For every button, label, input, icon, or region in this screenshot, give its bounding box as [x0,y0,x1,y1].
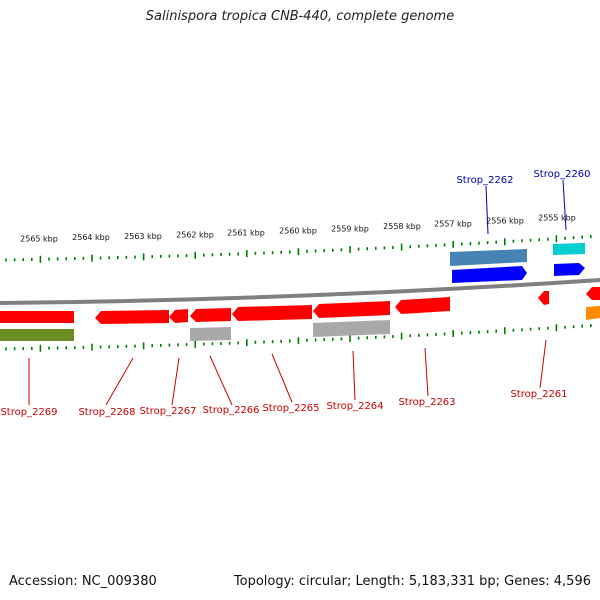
gene-strop-2262-arrow[interactable] [452,266,527,283]
accession-text: Accession: NC_009380 [9,574,157,589]
label-strop-2260: Strop_2260 [533,169,590,180]
gene-strop-2262-bar[interactable] [450,249,527,266]
genome-summary-text: Topology: circular; Length: 5,183,331 bp… [233,574,591,589]
genome-backbone [0,278,600,305]
scale-label: 2565 kbp [20,234,58,243]
kbp-scale: 2565 kbp 2564 kbp 2563 kbp 2562 kbp 2561 kbp… [20,214,576,244]
gene-strop-2268-arrow[interactable] [95,310,169,324]
label-strop-2262: Strop_2262 [456,175,513,186]
scale-label: 2561 kbp [227,229,265,238]
map-title: Salinispora tropica CNB-440, complete ge… [145,9,455,24]
gene-offscreen-feature[interactable] [586,306,600,320]
scale-label: 2559 kbp [331,225,369,234]
gene-strop-2261-arrow[interactable] [538,291,549,305]
scale-label: 2558 kbp [383,222,421,231]
lower-tick-row [5,324,592,352]
scale-label: 2563 kbp [124,232,162,241]
label-strop-2269: Strop_2269 [0,407,57,418]
gene-strop-2260-bar[interactable] [553,243,585,255]
gene-strop-2260-arrow[interactable] [554,263,585,276]
gene-strop-2269-arrow[interactable] [0,311,74,323]
scale-label: 2557 kbp [434,220,472,229]
label-leaders [28,179,567,406]
gene-offscreen-arrow[interactable] [586,287,600,300]
label-strop-2261: Strop_2261 [510,389,567,400]
scale-label: 2556 kbp [486,217,524,226]
gene-strop-2266-bar[interactable] [190,327,231,341]
label-strop-2265: Strop_2265 [262,403,319,414]
label-strop-2267: Strop_2267 [139,406,196,417]
scale-label: 2564 kbp [72,233,110,242]
gene-strop-2267-arrow[interactable] [169,309,188,323]
gene-strop-2269-feature[interactable] [0,329,74,341]
gene-strop-2266-arrow[interactable] [190,308,231,322]
label-strop-2268: Strop_2268 [78,407,135,418]
scale-label: 2560 kbp [279,227,317,236]
gene-strop-2265-arrow[interactable] [232,305,312,321]
upper-tick-row [5,235,592,263]
label-strop-2263: Strop_2263 [398,397,455,408]
label-strop-2264: Strop_2264 [326,401,383,412]
gene-strop-2264-bar[interactable] [313,320,390,337]
gene-strop-2264-arrow[interactable] [313,301,390,318]
label-strop-2266: Strop_2266 [202,405,259,416]
gene-strop-2263-arrow[interactable] [395,297,450,314]
scale-label: 2555 kbp [538,214,576,223]
scale-label: 2562 kbp [176,230,214,239]
